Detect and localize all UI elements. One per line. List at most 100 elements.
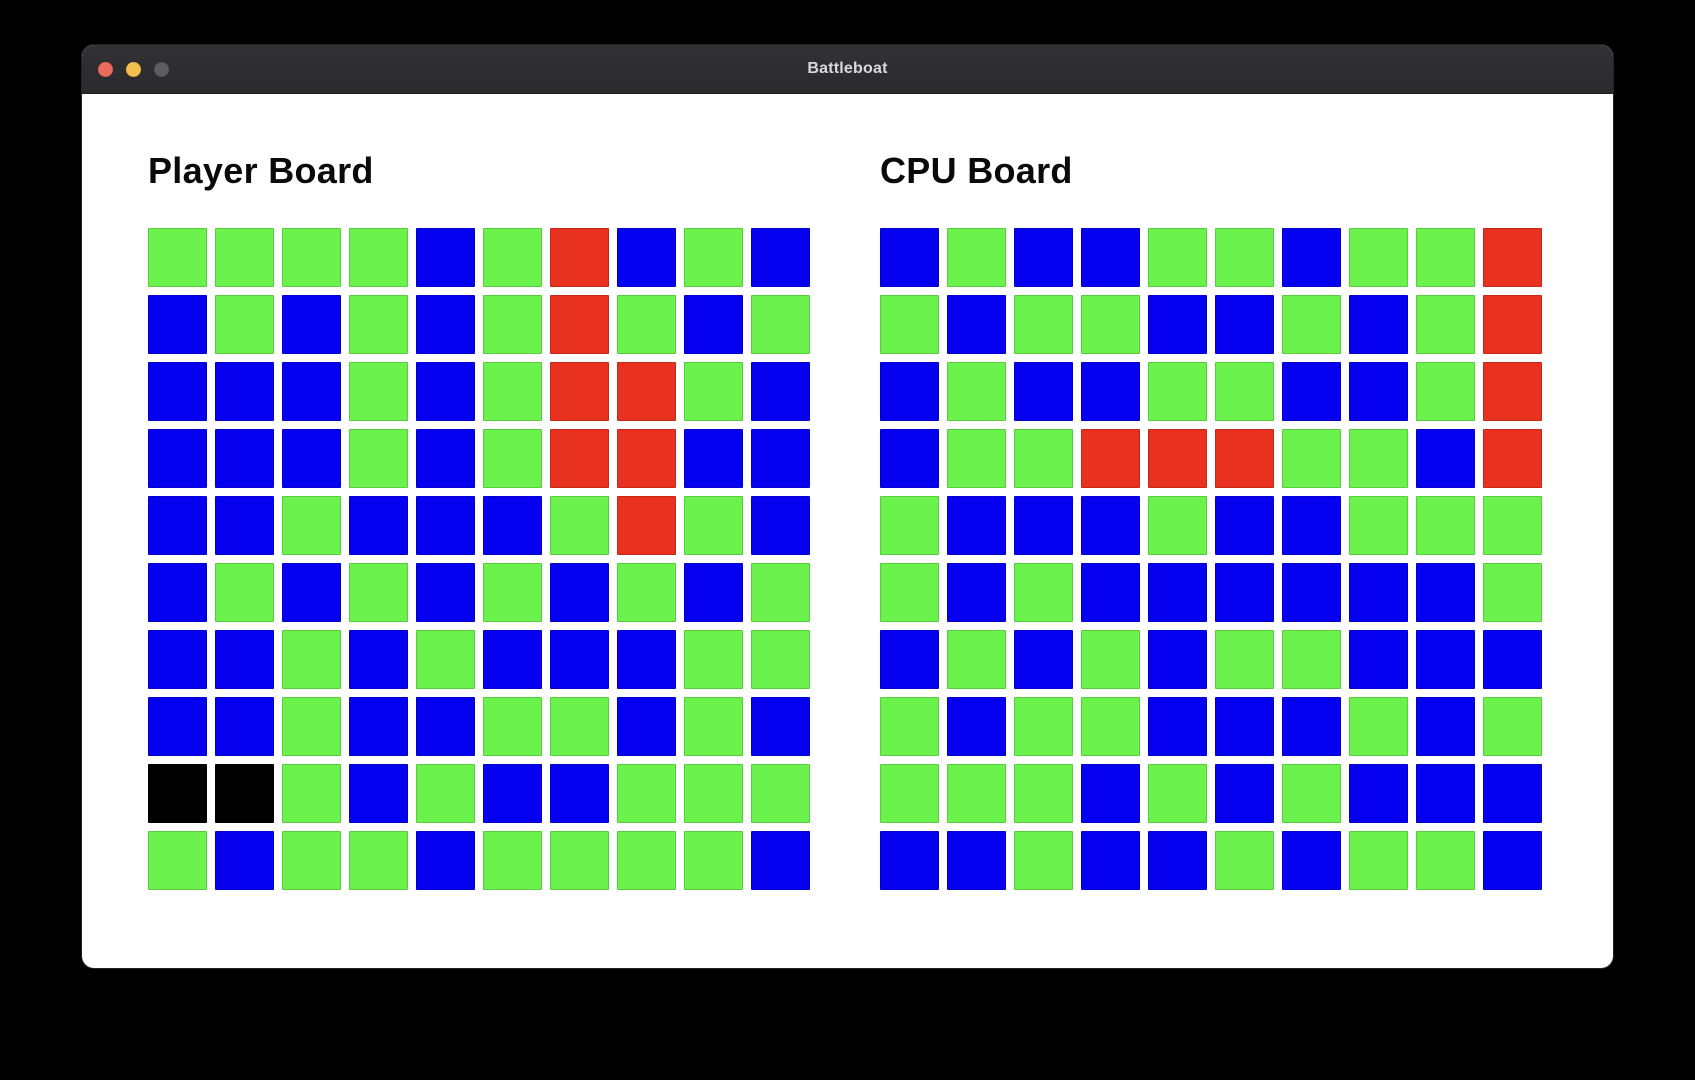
cpu-board-cell-r10c5[interactable] xyxy=(1148,831,1207,890)
cpu-board-cell-r10c1[interactable] xyxy=(880,831,939,890)
cpu-board-cell-r2c3[interactable] xyxy=(1014,295,1073,354)
cpu-board-cell-r3c4[interactable] xyxy=(1081,362,1140,421)
cpu-board-cell-r3c7[interactable] xyxy=(1282,362,1341,421)
cpu-board-cell-r10c6[interactable] xyxy=(1215,831,1274,890)
cpu-board-cell-r1c5[interactable] xyxy=(1148,228,1207,287)
cpu-board-cell-r8c8[interactable] xyxy=(1349,697,1408,756)
cpu-board-cell-r6c9[interactable] xyxy=(1416,563,1475,622)
cpu-board-cell-r4c1[interactable] xyxy=(880,429,939,488)
cpu-board-cell-r4c9[interactable] xyxy=(1416,429,1475,488)
cpu-board-cell-r9c9[interactable] xyxy=(1416,764,1475,823)
cpu-board-cell-r5c7[interactable] xyxy=(1282,496,1341,555)
zoom-button[interactable] xyxy=(154,61,169,77)
cpu-board-cell-r6c6[interactable] xyxy=(1215,563,1274,622)
cpu-board-cell-r9c1[interactable] xyxy=(880,764,939,823)
cpu-board-cell-r8c3[interactable] xyxy=(1014,697,1073,756)
cpu-board-cell-r6c2[interactable] xyxy=(947,563,1006,622)
cpu-board-cell-r10c8[interactable] xyxy=(1349,831,1408,890)
cpu-board-cell-r7c4[interactable] xyxy=(1081,630,1140,689)
cpu-board-cell-r1c1[interactable] xyxy=(880,228,939,287)
cpu-board-cell-r10c2[interactable] xyxy=(947,831,1006,890)
cpu-board-cell-r2c2[interactable] xyxy=(947,295,1006,354)
cpu-board-cell-r2c7[interactable] xyxy=(1282,295,1341,354)
cpu-board-cell-r2c8[interactable] xyxy=(1349,295,1408,354)
cpu-board-cell-r3c5[interactable] xyxy=(1148,362,1207,421)
cpu-board-cell-r6c4[interactable] xyxy=(1081,563,1140,622)
cpu-board-cell-r4c7[interactable] xyxy=(1282,429,1341,488)
cpu-board-cell-r10c7[interactable] xyxy=(1282,831,1341,890)
cpu-board-cell-r3c9[interactable] xyxy=(1416,362,1475,421)
cpu-board-cell-r5c2[interactable] xyxy=(947,496,1006,555)
cpu-board-cell-r8c6[interactable] xyxy=(1215,697,1274,756)
cpu-board-cell-r9c8[interactable] xyxy=(1349,764,1408,823)
cpu-board-cell-r10c9[interactable] xyxy=(1416,831,1475,890)
minimize-button[interactable] xyxy=(126,61,141,77)
cpu-board-cell-r1c7[interactable] xyxy=(1282,228,1341,287)
cpu-board-cell-r5c5[interactable] xyxy=(1148,496,1207,555)
cpu-board-cell-r3c6[interactable] xyxy=(1215,362,1274,421)
cpu-board-cell-r9c6[interactable] xyxy=(1215,764,1274,823)
cpu-board-cell-r5c9[interactable] xyxy=(1416,496,1475,555)
cpu-board-cell-r6c1[interactable] xyxy=(880,563,939,622)
cpu-board-cell-r4c3[interactable] xyxy=(1014,429,1073,488)
cpu-board-cell-r8c4[interactable] xyxy=(1081,697,1140,756)
cpu-board-cell-r9c4[interactable] xyxy=(1081,764,1140,823)
cpu-board-cell-r7c8[interactable] xyxy=(1349,630,1408,689)
cpu-board-cell-r5c4[interactable] xyxy=(1081,496,1140,555)
cpu-board-cell-r6c8[interactable] xyxy=(1349,563,1408,622)
cpu-board-cell-r9c5[interactable] xyxy=(1148,764,1207,823)
cpu-board-cell-r1c3[interactable] xyxy=(1014,228,1073,287)
cpu-board-cell-r5c10[interactable] xyxy=(1483,496,1542,555)
cpu-board-cell-r5c1[interactable] xyxy=(880,496,939,555)
cpu-board-cell-r4c8[interactable] xyxy=(1349,429,1408,488)
cpu-board-cell-r3c10[interactable] xyxy=(1483,362,1542,421)
cpu-board-cell-r7c10[interactable] xyxy=(1483,630,1542,689)
window-titlebar[interactable]: Battleboat xyxy=(82,45,1613,94)
cpu-board-cell-r2c10[interactable] xyxy=(1483,295,1542,354)
cpu-board-cell-r5c6[interactable] xyxy=(1215,496,1274,555)
cpu-board-cell-r1c9[interactable] xyxy=(1416,228,1475,287)
cpu-board-cell-r3c8[interactable] xyxy=(1349,362,1408,421)
cpu-board-cell-r8c2[interactable] xyxy=(947,697,1006,756)
cpu-board-cell-r5c8[interactable] xyxy=(1349,496,1408,555)
cpu-board-cell-r8c9[interactable] xyxy=(1416,697,1475,756)
cpu-board-cell-r6c3[interactable] xyxy=(1014,563,1073,622)
cpu-board-cell-r7c1[interactable] xyxy=(880,630,939,689)
cpu-board-cell-r7c9[interactable] xyxy=(1416,630,1475,689)
cpu-board-cell-r5c3[interactable] xyxy=(1014,496,1073,555)
cpu-board-cell-r4c6[interactable] xyxy=(1215,429,1274,488)
cpu-board-cell-r1c8[interactable] xyxy=(1349,228,1408,287)
cpu-board-cell-r9c3[interactable] xyxy=(1014,764,1073,823)
cpu-board-cell-r6c7[interactable] xyxy=(1282,563,1341,622)
cpu-board-cell-r10c3[interactable] xyxy=(1014,831,1073,890)
cpu-board-cell-r10c4[interactable] xyxy=(1081,831,1140,890)
cpu-board-cell-r1c4[interactable] xyxy=(1081,228,1140,287)
cpu-board-cell-r2c4[interactable] xyxy=(1081,295,1140,354)
cpu-board-cell-r8c1[interactable] xyxy=(880,697,939,756)
cpu-board-cell-r2c5[interactable] xyxy=(1148,295,1207,354)
close-button[interactable] xyxy=(98,61,113,77)
cpu-board-cell-r10c10[interactable] xyxy=(1483,831,1542,890)
cpu-board-cell-r7c3[interactable] xyxy=(1014,630,1073,689)
cpu-board-cell-r3c3[interactable] xyxy=(1014,362,1073,421)
cpu-board-cell-r8c7[interactable] xyxy=(1282,697,1341,756)
cpu-board-cell-r6c5[interactable] xyxy=(1148,563,1207,622)
cpu-board-cell-r2c6[interactable] xyxy=(1215,295,1274,354)
cpu-board-cell-r9c10[interactable] xyxy=(1483,764,1542,823)
cpu-board-cell-r2c1[interactable] xyxy=(880,295,939,354)
cpu-board-cell-r7c5[interactable] xyxy=(1148,630,1207,689)
cpu-board-cell-r2c9[interactable] xyxy=(1416,295,1475,354)
cpu-board-cell-r4c10[interactable] xyxy=(1483,429,1542,488)
cpu-board-cell-r9c7[interactable] xyxy=(1282,764,1341,823)
cpu-board-cell-r4c4[interactable] xyxy=(1081,429,1140,488)
cpu-board-cell-r3c2[interactable] xyxy=(947,362,1006,421)
cpu-board-cell-r1c10[interactable] xyxy=(1483,228,1542,287)
cpu-board-cell-r9c2[interactable] xyxy=(947,764,1006,823)
cpu-board-cell-r3c1[interactable] xyxy=(880,362,939,421)
cpu-board-cell-r8c10[interactable] xyxy=(1483,697,1542,756)
cpu-board-cell-r6c10[interactable] xyxy=(1483,563,1542,622)
cpu-board-cell-r4c2[interactable] xyxy=(947,429,1006,488)
cpu-board-cell-r7c2[interactable] xyxy=(947,630,1006,689)
cpu-board-cell-r4c5[interactable] xyxy=(1148,429,1207,488)
cpu-board-cell-r8c5[interactable] xyxy=(1148,697,1207,756)
